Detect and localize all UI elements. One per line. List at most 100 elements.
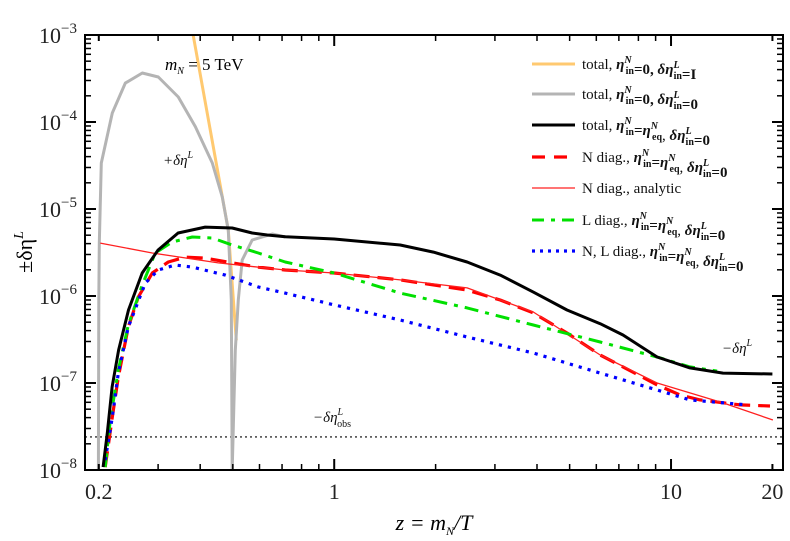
legend-item: total, ηN in=0, δηL in=I xyxy=(532,55,696,83)
series-line-2 xyxy=(101,225,773,468)
legend-subscript: eq xyxy=(667,227,677,238)
legend-subscript: in xyxy=(626,96,635,107)
legend-superscript: N xyxy=(641,148,650,159)
legend-superscript: L xyxy=(718,252,725,263)
y-tick-base: 10 xyxy=(39,458,61,483)
legend-subscript: in xyxy=(701,232,710,243)
y-tick-exponent: −5 xyxy=(61,195,77,211)
legend-text-part: = xyxy=(651,155,660,171)
mass-annotation: mN = 5 TeV xyxy=(165,55,244,77)
annotations: mN = 5 TeV+δηL−δηL−δηL obs xyxy=(163,55,753,430)
legend-label: N, L diag., ηN in=ηN eq, δηL in=0 xyxy=(582,242,744,275)
axes-layer: 10−310−410−510−610−710−80.2 1 10 20z = mN/T… xyxy=(12,21,784,538)
mass-subscript: N xyxy=(176,66,185,77)
legend-symbol: δη xyxy=(658,62,674,78)
y-tick-label: 10−8 xyxy=(39,456,77,483)
legend-text-part: , xyxy=(662,128,670,144)
legend-text-part: = xyxy=(649,218,658,234)
mass-symbol: m xyxy=(165,55,177,74)
series-line-1 xyxy=(96,71,286,470)
y-tick-base: 10 xyxy=(39,197,61,222)
legend-subscript: in xyxy=(703,169,712,180)
obs-superscript: L xyxy=(337,407,344,418)
legend-subscript: in xyxy=(674,101,683,112)
legend-label: total, ηN in=0, δηL in=0 xyxy=(582,85,698,113)
legend-symbol: η xyxy=(616,57,624,73)
legend-text-part: N diag., xyxy=(582,150,634,166)
plus-symbol: +δη xyxy=(163,153,188,169)
plot-frame xyxy=(84,34,784,471)
legend-item: N diag., analytic xyxy=(532,181,681,197)
legend-symbol: δη xyxy=(685,223,701,239)
minus-superscript: L xyxy=(746,338,753,349)
x-label-tail: /T xyxy=(452,510,474,535)
legend-symbol: η xyxy=(634,150,642,166)
positive-region-label: +δηL xyxy=(163,150,194,169)
y-tick-label: 10−5 xyxy=(39,195,77,222)
legend-subscript: eq xyxy=(670,164,680,175)
y-tick-exponent: −4 xyxy=(61,108,77,124)
legend-symbol: η xyxy=(676,249,684,265)
series-line-4 xyxy=(100,242,774,421)
y-tick-base: 10 xyxy=(39,371,61,396)
legend-superscript: L xyxy=(700,221,707,232)
legend-superscript: N xyxy=(623,55,632,66)
legend-text-part: =0 xyxy=(709,228,725,244)
series-line-6 xyxy=(103,263,748,461)
legend-subscript: eq xyxy=(652,132,662,143)
legend-superscript: L xyxy=(672,60,679,71)
legend-subscript: in xyxy=(719,263,728,274)
legend-symbol: δη xyxy=(670,128,686,144)
legend-text-part: =0 xyxy=(727,259,743,275)
y-label-main: ±δη xyxy=(12,239,37,273)
legend-label: N diag., ηN in=ηN eq, δηL in=0 xyxy=(582,148,727,181)
y-tick-base: 10 xyxy=(39,284,61,309)
legend-superscript: N xyxy=(657,242,666,253)
series-line-5 xyxy=(103,235,718,468)
legend-text-part: , xyxy=(696,254,704,270)
legend-subscript: in xyxy=(626,66,635,77)
legend-subscript: in xyxy=(686,137,695,148)
legend-text-part: , xyxy=(677,223,685,239)
legend-item: N diag., ηN in=ηN eq, δηL in=0 xyxy=(532,148,727,181)
x-axis-label: z = mN/T xyxy=(395,510,474,538)
y-tick-exponent: −3 xyxy=(61,21,77,37)
legend-text-part: =0 xyxy=(694,133,710,149)
x-label-main: z = m xyxy=(395,510,446,535)
legend-symbol: η xyxy=(616,87,624,103)
legend-label: total, ηN in=0, δηL in=I xyxy=(582,55,696,83)
y-tick-label: 10−7 xyxy=(39,369,77,396)
negative-region-label: −δηL xyxy=(722,338,753,357)
minus-symbol: −δη xyxy=(722,341,747,357)
legend-symbol: η xyxy=(631,213,639,229)
legend-superscript: N xyxy=(623,116,632,127)
legend-superscript: N xyxy=(667,153,676,164)
legend-symbol: η xyxy=(660,155,668,171)
legend-superscript: N xyxy=(623,85,632,96)
legend-text-part: = xyxy=(668,249,677,265)
legend-superscript: L xyxy=(672,90,679,101)
legend-text-part: L diag., xyxy=(582,213,631,229)
legend-symbol: η xyxy=(650,244,658,260)
x-label-subscript: N xyxy=(445,524,455,538)
legend-text-part: N, L diag., xyxy=(582,244,650,260)
legend-superscript: L xyxy=(684,126,691,137)
curves-layer xyxy=(85,35,783,470)
y-tick-exponent: −8 xyxy=(61,456,77,472)
y-axis-label: ±δηL xyxy=(12,231,37,273)
legend-symbol: δη xyxy=(703,254,719,270)
legend-label: L diag., ηN in=ηN eq, δηL in=0 xyxy=(582,211,725,244)
x-tick-label: 0.2 xyxy=(85,479,113,504)
legend-symbol: δη xyxy=(658,92,674,108)
y-tick-label: 10−6 xyxy=(39,282,77,309)
x-tick-label: 20 xyxy=(761,479,783,504)
legend-subscript: in xyxy=(626,127,635,138)
legend-text-part: total, xyxy=(582,87,616,103)
legend-text-part: N diag., analytic xyxy=(582,181,681,197)
legend-text-part: total, xyxy=(582,57,616,73)
legend-symbol: δη xyxy=(687,160,703,176)
obs-subscript: obs xyxy=(337,419,351,430)
legend-text-part: =I xyxy=(682,67,697,83)
